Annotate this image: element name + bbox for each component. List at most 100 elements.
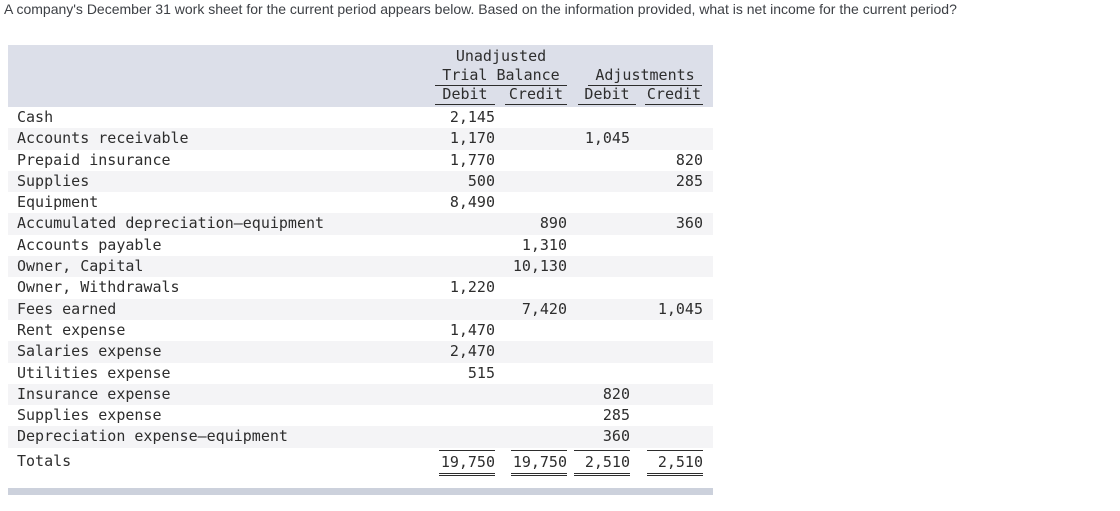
utb-debit-cell xyxy=(435,299,495,320)
header-trial-balance-group: Trial Balance xyxy=(435,67,567,86)
table-row: Accounts payable 1,310 xyxy=(8,235,713,256)
utb-credit-cell xyxy=(495,320,567,341)
utb-debit-header: Debit xyxy=(435,86,495,107)
adj-credit-cell xyxy=(630,128,703,149)
utb-debit-cell: 1,170 xyxy=(449,129,495,148)
utb-debit-cell: 515 xyxy=(467,363,495,382)
adj-debit-cell: 820 xyxy=(602,384,630,403)
account-name-cell: Equipment xyxy=(17,193,99,212)
totals-label: Totals xyxy=(17,451,72,470)
utb-credit-cell: 7,420 xyxy=(521,299,567,318)
adj-debit-cell xyxy=(567,256,630,277)
adj-debit-cell xyxy=(567,363,630,384)
account-name-cell: Fees earned xyxy=(17,299,117,318)
adj-credit-header: Credit xyxy=(630,86,703,107)
utb-debit-cell: 1,770 xyxy=(449,150,495,169)
adj-credit-cell xyxy=(630,235,703,256)
adj-credit-cell xyxy=(630,384,703,405)
adj-debit-cell: 360 xyxy=(602,427,630,446)
utb-debit-cell: 500 xyxy=(467,171,495,190)
totals-adj-debit: 2,510 xyxy=(574,449,630,476)
header-line-columns: Debit Credit Debit Credit xyxy=(8,86,713,107)
adj-debit-cell xyxy=(567,192,630,213)
utb-credit-cell xyxy=(495,426,567,447)
account-name-cell: Supplies expense xyxy=(17,406,162,425)
adj-debit-cell xyxy=(567,150,630,171)
utb-credit-cell: 10,130 xyxy=(512,257,567,276)
utb-credit-cell xyxy=(495,277,567,298)
table-row: Equipment 8,490 xyxy=(8,192,713,213)
table-row: Accumulated depreciation—equipment 890 360 xyxy=(8,213,713,235)
question-text: A company's December 31 work sheet for t… xyxy=(4,1,957,17)
header-unadjusted-label: Unadjusted xyxy=(455,47,547,65)
totals-adj-debit-cell: 2,510 xyxy=(567,448,630,479)
header-adjustments-group: Adjustments xyxy=(567,67,703,86)
table-bottom-bar xyxy=(8,487,713,495)
header-spacer xyxy=(567,48,703,67)
account-name-cell: Rent expense xyxy=(17,320,126,339)
utb-credit-cell xyxy=(495,171,567,192)
account-name-cell: Prepaid insurance xyxy=(17,150,171,169)
totals-adj-credit-cell: 2,510 xyxy=(630,448,703,479)
worksheet-rows: Cash 2,145 Accounts receivable 1,170 1,045 Pr… xyxy=(8,107,713,448)
adj-debit-cell: 285 xyxy=(602,406,630,425)
adj-debit-cell xyxy=(567,341,630,362)
adj-credit-cell xyxy=(630,320,703,341)
account-name-cell: Accounts receivable xyxy=(17,129,189,148)
utb-debit-cell xyxy=(435,256,495,277)
table-row: Accounts receivable 1,170 1,045 xyxy=(8,128,713,150)
totals-adj-credit: 2,510 xyxy=(647,449,703,476)
adj-credit-cell: 820 xyxy=(675,150,703,169)
table-row: Owner, Capital 10,130 xyxy=(8,256,713,278)
adj-debit-cell xyxy=(567,107,630,128)
totals-utb-debit: 19,750 xyxy=(439,449,495,476)
table-row: Utilities expense 515 xyxy=(8,363,713,384)
utb-credit-cell xyxy=(495,384,567,405)
header-spacer xyxy=(8,48,435,67)
account-name-cell: Cash xyxy=(17,108,54,126)
adj-credit-cell xyxy=(630,277,703,298)
adj-credit-label: Credit xyxy=(645,85,703,105)
account-name-cell: Utilities expense xyxy=(17,363,171,382)
header-spacer xyxy=(8,86,435,107)
utb-credit-cell xyxy=(495,405,567,426)
table-row: Supplies 500 285 xyxy=(8,170,713,193)
adj-debit-cell xyxy=(567,299,630,320)
account-name-cell: Owner, Capital xyxy=(17,257,144,276)
table-row: Cash 2,145 xyxy=(8,107,713,128)
adj-debit-cell xyxy=(567,171,630,192)
utb-credit-cell xyxy=(495,341,567,362)
utb-credit-cell xyxy=(495,150,567,171)
adj-credit-cell xyxy=(630,426,703,447)
utb-credit-cell xyxy=(495,107,567,128)
table-row: Insurance expense 820 xyxy=(8,383,713,406)
utb-debit-cell xyxy=(435,405,495,426)
table-row: Depreciation expense—equipment 360 xyxy=(8,426,713,448)
table-row: Rent expense 1,470 xyxy=(8,320,713,341)
totals-utb-credit: 19,750 xyxy=(511,449,567,476)
header-line-groups: Trial Balance Adjustments xyxy=(8,67,713,86)
worksheet-table: Unadjusted Trial Balance Adjustments Deb… xyxy=(8,45,713,495)
header-line-unadjusted: Unadjusted xyxy=(8,48,713,67)
trial-balance-label: Trial Balance xyxy=(435,67,567,86)
utb-credit-cell xyxy=(495,192,567,213)
utb-credit-cell: 890 xyxy=(539,214,567,233)
account-name-cell: Depreciation expense—equipment xyxy=(17,427,288,446)
adj-debit-label: Debit xyxy=(578,86,636,105)
account-name-cell: Insurance expense xyxy=(17,384,171,403)
table-row: Salaries expense 2,470 xyxy=(8,341,713,363)
utb-debit-cell: 8,490 xyxy=(449,193,495,212)
account-name-cell: Accounts payable xyxy=(17,235,162,254)
adj-credit-cell: 1,045 xyxy=(657,299,703,318)
adj-debit-cell xyxy=(567,277,630,298)
utb-debit-cell xyxy=(435,235,495,256)
table-row: Fees earned 7,420 1,045 xyxy=(8,298,713,320)
adj-credit-cell xyxy=(630,192,703,213)
utb-debit-cell xyxy=(435,426,495,447)
table-row: Prepaid insurance 1,770 820 xyxy=(8,150,713,171)
account-name-cell: Supplies xyxy=(17,171,90,190)
totals-utb-debit-cell: 19,750 xyxy=(435,448,495,479)
utb-credit-cell: 1,310 xyxy=(521,235,567,254)
adj-debit-header: Debit xyxy=(567,86,636,107)
adj-credit-cell xyxy=(630,405,703,426)
